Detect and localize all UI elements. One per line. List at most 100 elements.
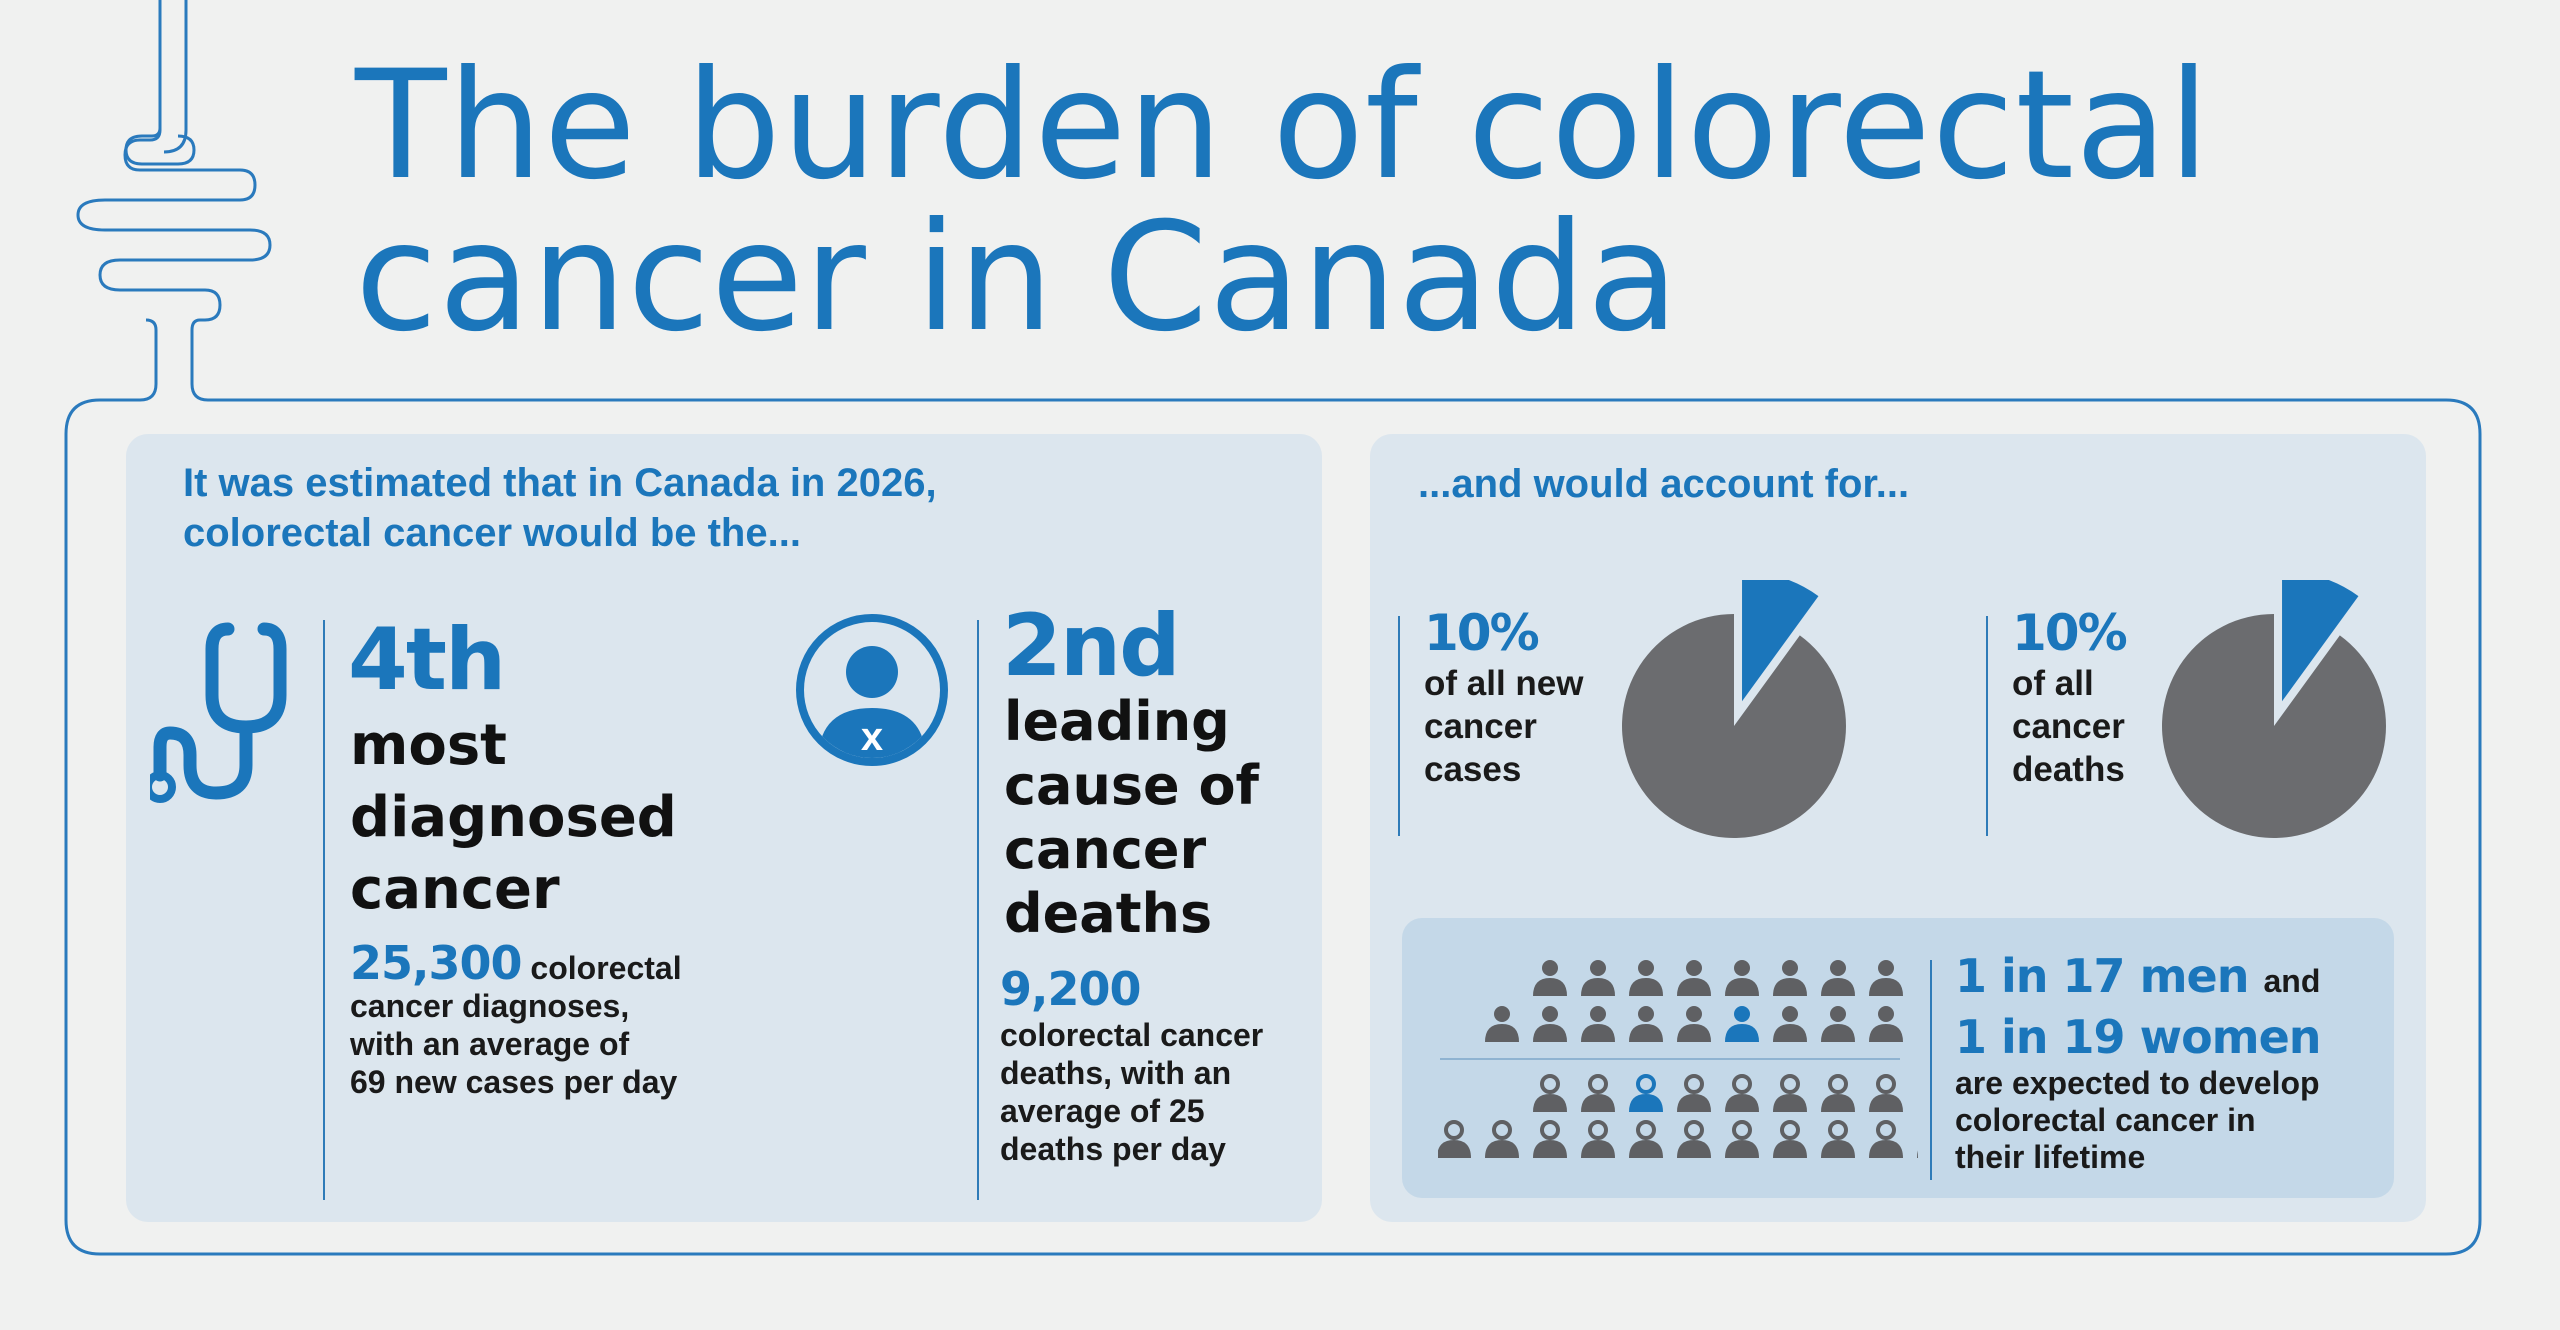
man-icon xyxy=(1581,1006,1615,1042)
woman-icon xyxy=(1438,1120,1471,1158)
risk-text: 1 in 17 men and 1 in 19 women are expect… xyxy=(1955,948,2375,1176)
deaths-label-line: deaths xyxy=(1004,882,1213,945)
people-divider xyxy=(1440,1058,1900,1060)
title-line-2: cancer in Canada xyxy=(355,191,1680,365)
stat-line: cases xyxy=(1424,750,1522,789)
intro-line-1: It was estimated that in Canada in 2026, xyxy=(183,461,937,505)
man-icon xyxy=(1485,1006,1519,1042)
stat-pct: 10% xyxy=(2012,604,2128,662)
woman-icon xyxy=(1821,1074,1855,1112)
man-icon xyxy=(1773,1006,1807,1042)
svg-text:x: x xyxy=(861,715,883,759)
man-icon xyxy=(1821,1006,1855,1042)
deaths-label-line: leading xyxy=(1004,690,1230,753)
right-intro: ...and would account for... xyxy=(1418,462,1910,506)
diagnosed-label-line: most xyxy=(350,713,507,778)
pie-slice-rest xyxy=(1622,614,1846,838)
woman-icon xyxy=(1677,1120,1711,1158)
woman-icon xyxy=(1485,1120,1519,1158)
title-line-1: The burden of colorectal xyxy=(355,39,2211,213)
woman-icon xyxy=(1533,1074,1567,1112)
pie-slice-share xyxy=(2282,580,2359,702)
risk-women: 1 in 19 women xyxy=(1955,1010,2322,1064)
page-title: The burden of colorectal cancer in Canad… xyxy=(355,50,2255,354)
diagnosed-detail-line: cancer diagnoses, xyxy=(350,988,630,1024)
diagnosed-count: 25,300 xyxy=(350,936,523,990)
diagnosed-detail: 25,300 colorectal cancer diagnoses, with… xyxy=(350,940,770,1101)
man-icon xyxy=(1533,960,1567,996)
stat-new-cases: 10% of all new cancer cases xyxy=(1424,604,1583,791)
pie-slice-rest xyxy=(2162,614,2386,838)
woman-icon xyxy=(1773,1074,1807,1112)
deaths-label: leading cause of cancer deaths xyxy=(1004,690,1259,946)
diagnosed-label: most diagnosed cancer xyxy=(350,710,677,926)
woman-icon xyxy=(1725,1120,1759,1158)
diagnosed-label-line: diagnosed xyxy=(350,785,677,850)
woman-icon xyxy=(1581,1074,1615,1112)
pie-deaths xyxy=(2162,580,2386,838)
woman-icon xyxy=(1869,1074,1903,1112)
woman-icon xyxy=(1629,1120,1663,1158)
divider-cases xyxy=(1398,616,1400,836)
man-icon xyxy=(1533,1006,1567,1042)
divider-diagnosed xyxy=(323,620,325,1200)
woman-icon xyxy=(1869,1120,1903,1158)
man-icon xyxy=(1677,1006,1711,1042)
woman-icon xyxy=(1581,1120,1615,1158)
man-icon xyxy=(1869,960,1903,996)
intro-line-2: colorectal cancer would be the... xyxy=(183,511,801,555)
diagnosed-detail-line: with an average of xyxy=(350,1026,630,1062)
pie-new-cases xyxy=(1622,580,1846,838)
woman-icon xyxy=(1917,1150,1918,1158)
man-icon xyxy=(1869,1006,1903,1042)
woman-icon xyxy=(1821,1120,1855,1158)
stat-deaths: 10% of all cancer deaths xyxy=(2012,604,2128,791)
stat-pct: 10% xyxy=(1424,604,1540,662)
deaths-label-line: cause of xyxy=(1004,754,1260,817)
deaths-label-line: cancer xyxy=(1004,818,1207,881)
woman-icon xyxy=(1533,1120,1567,1158)
person-x-icon: x xyxy=(796,614,948,766)
deaths-detail-line: deaths per day xyxy=(1000,1131,1226,1167)
stat-line: of all new xyxy=(1424,664,1584,703)
divider-deaths xyxy=(977,620,979,1200)
man-icon xyxy=(1629,960,1663,996)
people-grid xyxy=(1438,960,1918,1158)
risk-men: 1 in 17 men xyxy=(1955,949,2249,1003)
stat-line: cancer xyxy=(2012,707,2125,746)
man-icon xyxy=(1725,1006,1759,1042)
deaths-detail-line: colorectal cancer xyxy=(1000,1017,1264,1053)
diagnosed-rank: 4th xyxy=(348,610,506,710)
woman-icon xyxy=(1677,1074,1711,1112)
divider-deaths-share xyxy=(1986,616,1988,836)
diagnosed-detail-line: colorectal xyxy=(530,950,682,986)
man-icon xyxy=(1629,1006,1663,1042)
man-icon xyxy=(1581,960,1615,996)
risk-and: and xyxy=(2263,963,2321,999)
risk-line: colorectal cancer in xyxy=(1955,1102,2256,1138)
woman-icon xyxy=(1725,1074,1759,1112)
divider-risk xyxy=(1930,960,1932,1180)
deaths-detail-line: average of 25 xyxy=(1000,1093,1205,1129)
deaths-count: 9,200 xyxy=(1000,962,1142,1016)
woman-icon xyxy=(1773,1120,1807,1158)
woman-icon xyxy=(1629,1074,1663,1112)
man-icon xyxy=(1773,960,1807,996)
man-icon xyxy=(1677,960,1711,996)
stethoscope-icon xyxy=(150,622,287,803)
left-panel xyxy=(126,434,1322,1222)
risk-line: their lifetime xyxy=(1955,1139,2146,1175)
man-icon xyxy=(1821,960,1855,996)
deaths-rank: 2nd xyxy=(1002,596,1181,696)
stat-line: deaths xyxy=(2012,750,2125,789)
stat-line: cancer xyxy=(1424,707,1537,746)
pie-slice-share xyxy=(1742,580,1819,702)
man-icon xyxy=(1725,960,1759,996)
stat-line: of all xyxy=(2012,664,2094,703)
left-intro: It was estimated that in Canada in 2026,… xyxy=(183,458,937,558)
deaths-detail: colorectal cancer deaths, with an averag… xyxy=(1000,1016,1263,1168)
diagnosed-detail-line: 69 new cases per day xyxy=(350,1064,678,1100)
deaths-detail-line: deaths, with an xyxy=(1000,1055,1232,1091)
diagnosed-label-line: cancer xyxy=(350,857,560,922)
